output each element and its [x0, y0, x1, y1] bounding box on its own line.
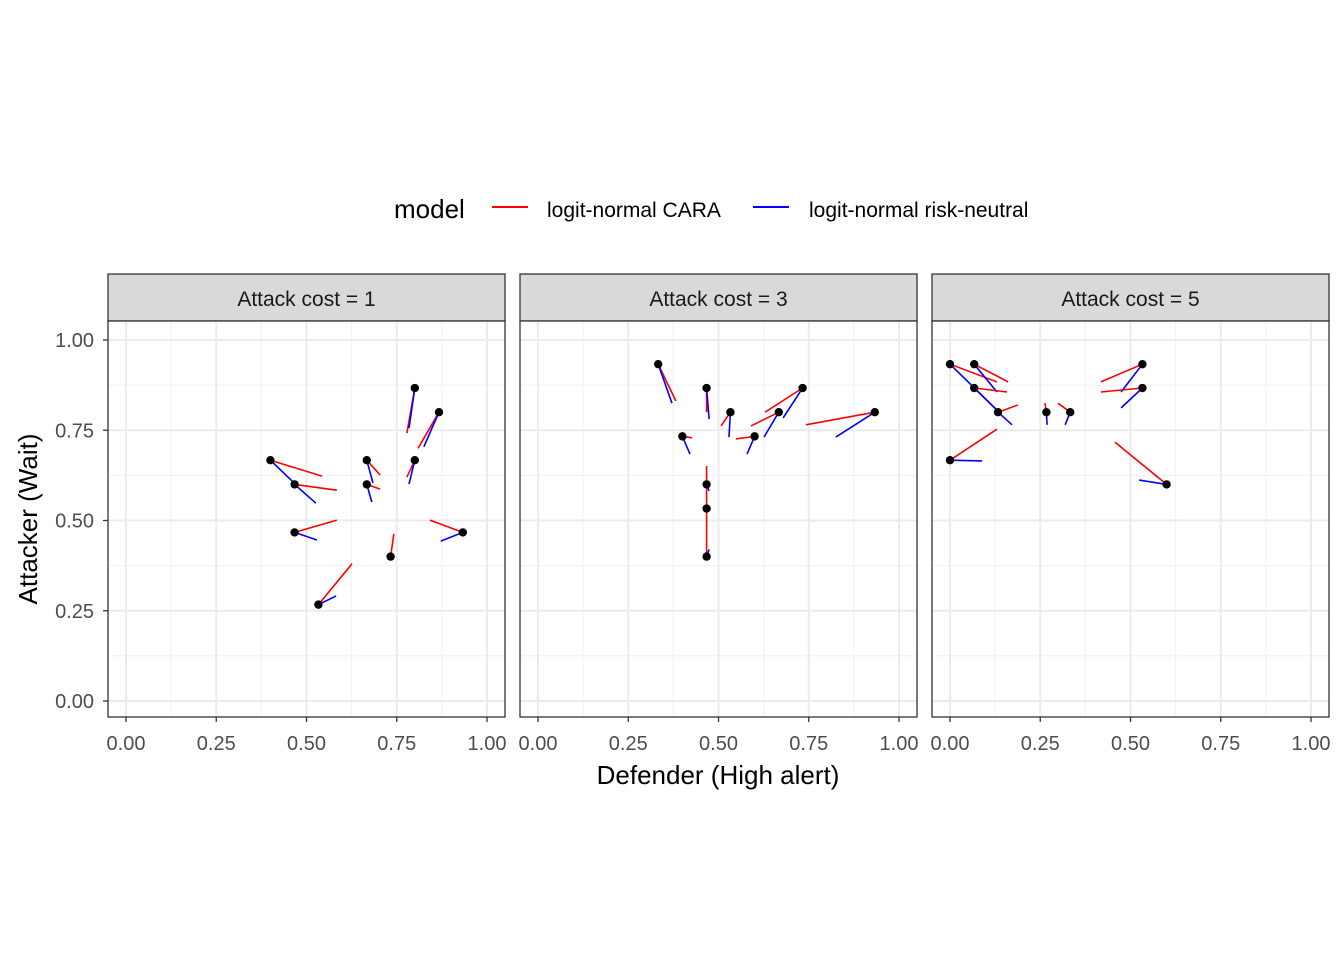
cara-segment [429, 519, 464, 534]
data-point [1042, 408, 1051, 417]
data-point [362, 456, 371, 465]
data-point [654, 359, 663, 369]
x-tick-label: 0.00 [931, 733, 970, 755]
data-point [290, 480, 299, 489]
cara-segment [1100, 387, 1143, 393]
x-tick-label: 0.50 [699, 733, 738, 755]
x-tick-label: 0.00 [519, 733, 558, 755]
risk-neutral-segment [423, 411, 440, 448]
data-point [458, 528, 468, 537]
data-point [702, 383, 711, 393]
cara-segment [294, 519, 338, 534]
data-point [945, 456, 955, 465]
data-point [969, 383, 979, 393]
facet-strip-label: Attack cost = 5 [1061, 288, 1199, 311]
risk-neutral-segment [973, 387, 998, 411]
risk-neutral-segment [973, 363, 998, 393]
risk-neutral-segment [1120, 363, 1144, 393]
x-tick-label: 0.25 [1021, 733, 1060, 755]
y-axis-title: Attacker (Wait) [13, 434, 43, 605]
legend-label-cara: logit-normal CARA [547, 199, 721, 222]
cara-segment [949, 428, 998, 461]
risk-neutral-segment [782, 387, 804, 419]
x-tick-label: 0.50 [287, 733, 326, 755]
facet-strip [107, 273, 506, 322]
risk-neutral-segment [949, 459, 983, 462]
data-point [1138, 359, 1147, 369]
x-tick-label: 1.00 [1292, 733, 1331, 755]
legend-label-risk-neutral: logit-normal risk-neutral [809, 199, 1028, 222]
data-point [410, 383, 419, 393]
risk-neutral-segment [1139, 479, 1167, 486]
data-point [702, 552, 711, 561]
data-point [266, 456, 275, 465]
x-tick-label: 1.00 [880, 733, 919, 755]
cara-segment [317, 563, 353, 606]
data-point [726, 408, 735, 417]
cara-segment [270, 459, 323, 477]
x-tick-label: 0.25 [197, 733, 236, 755]
data-point [290, 528, 299, 537]
risk-neutral-segment [1120, 387, 1143, 409]
cara-segment [750, 411, 780, 427]
y-tick-label: 0.25 [55, 601, 94, 623]
facet-strip-label: Attack cost = 1 [237, 288, 375, 311]
cara-segment [805, 411, 875, 426]
risk-neutral-segment [835, 411, 876, 438]
y-tick-label: 0.75 [55, 420, 94, 442]
data-point [434, 408, 444, 417]
data-point [702, 504, 711, 513]
y-tick-label: 0.00 [55, 691, 94, 713]
cara-segment [1114, 441, 1168, 486]
data-point [798, 383, 807, 393]
cara-segment [974, 387, 1008, 393]
data-point [1138, 383, 1147, 393]
x-tick-label: 0.75 [1201, 733, 1240, 755]
data-point [1066, 408, 1075, 417]
cara-segment [973, 363, 1009, 383]
x-tick-label: 0.25 [609, 733, 648, 755]
data-point [702, 480, 711, 489]
legend: model logit-normal CARA logit-normal ris… [394, 194, 1028, 224]
risk-neutral-segment [657, 363, 673, 404]
facet-panel: Attack cost = 3 0.00 0.25 0.50 0.75 1.00 [519, 273, 919, 755]
risk-neutral-segment [763, 411, 780, 438]
facet-strip-label: Attack cost = 3 [649, 288, 787, 311]
data-point [314, 600, 323, 609]
x-tick-label: 0.50 [1111, 733, 1150, 755]
x-axis-title: Defender (High alert) [597, 760, 840, 790]
facet-strip [519, 273, 918, 322]
legend-title: model [394, 194, 465, 224]
risk-neutral-segment [705, 387, 710, 420]
y-tick-label: 1.00 [55, 330, 94, 352]
risk-neutral-segment [269, 459, 297, 485]
data-point [969, 359, 979, 369]
data-point [870, 408, 880, 417]
x-tick-label: 1.00 [468, 733, 507, 755]
cara-segment [764, 387, 804, 413]
cara-segment [949, 363, 998, 383]
data-point [386, 552, 395, 561]
data-point [362, 480, 371, 489]
data-point [678, 432, 687, 441]
risk-neutral-segment [294, 483, 317, 504]
data-point [1162, 480, 1171, 489]
risk-neutral-segment [408, 387, 416, 429]
x-tick-label: 0.75 [789, 733, 828, 755]
data-point [750, 432, 759, 441]
y-tick-label: 0.50 [55, 511, 94, 533]
data-point [774, 408, 783, 417]
cara-segment [1100, 363, 1143, 383]
cara-segment [294, 483, 337, 491]
data-point [410, 456, 419, 465]
data-point [945, 359, 955, 369]
x-tick-label: 0.00 [107, 733, 146, 755]
data-point [993, 408, 1003, 417]
x-tick-label: 0.75 [377, 733, 416, 755]
facet-strip [931, 273, 1330, 322]
facet-panel: Attack cost = 5 0.00 0.25 0.50 0.75 1.00 [931, 273, 1331, 755]
facet-panel: Attack cost = 1 0.00 0.25 0.50 0.75 1.00 0.00 0… [55, 273, 507, 755]
